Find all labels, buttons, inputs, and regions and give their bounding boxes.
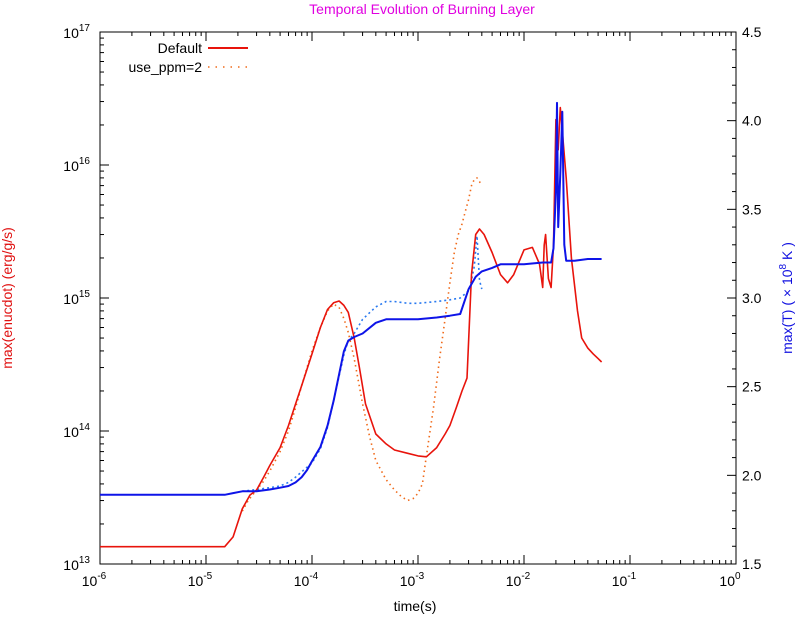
- x-tick-exp: -4: [309, 571, 318, 582]
- y-tick-label: 1017: [63, 23, 90, 41]
- y2-tick-label: 2.0: [742, 467, 762, 483]
- series-temperature-use-ppm-2: [242, 235, 483, 493]
- series-enucdot-use-ppm-2: [241, 177, 483, 512]
- series-enucdot-default: [100, 106, 603, 548]
- y2-axis-label-main: max(T) ( × 10: [779, 269, 795, 354]
- x-tick-label: 10-5: [188, 571, 213, 589]
- y-tick-label: 1015: [63, 289, 90, 307]
- y2-tick-label: 3.5: [742, 201, 762, 217]
- x-tick-label: 10-3: [400, 571, 425, 589]
- y-tick-base: 10: [63, 424, 79, 440]
- y-tick-exp: 13: [79, 555, 91, 566]
- x-tick-label: 10-6: [82, 571, 107, 589]
- y-tick-label: 1014: [63, 422, 90, 440]
- x-tick-label: 100: [719, 571, 741, 589]
- x-tick-exp: -1: [627, 571, 636, 582]
- x-tick-label: 10-1: [612, 571, 637, 589]
- y-tick-label: 1016: [63, 156, 90, 174]
- legend-label-use-ppm-2: use_ppm=2: [128, 59, 202, 75]
- series-temperature-default: [100, 101, 602, 496]
- y2-tick-label: 2.5: [742, 379, 762, 395]
- x-tick-base: 10: [719, 573, 735, 589]
- x-tick-exp: 0: [735, 571, 741, 582]
- y-tick-exp: 14: [79, 422, 91, 433]
- y-tick-label: 1013: [63, 555, 90, 573]
- series-layer: [99, 101, 603, 548]
- legend-label-default: Default: [158, 40, 202, 56]
- y-tick-base: 10: [63, 158, 79, 174]
- chart-title: Temporal Evolution of Burning Layer: [309, 1, 535, 17]
- x-axis-label: time(s): [394, 598, 437, 614]
- y2-tick-label: 4.5: [742, 24, 762, 40]
- axes: 10-6 10-5 10-4 10-3 10-2 10-1 1001013101410151…: [63, 23, 761, 589]
- y2-tick-label: 3.0: [742, 290, 762, 306]
- x-tick-exp: -6: [97, 571, 106, 582]
- x-tick-label: 10-4: [294, 571, 319, 589]
- x-tick-base: 10: [294, 573, 310, 589]
- y-tick-base: 10: [63, 291, 79, 307]
- y2-axis-label: max(T) ( × 108 K ): [778, 242, 795, 354]
- legend: Default use_ppm=2: [128, 40, 248, 75]
- y-axis-label: max(enucdot) (erg/g/s): [0, 227, 15, 369]
- y-tick-exp: 16: [79, 156, 91, 167]
- y-tick-base: 10: [63, 557, 79, 573]
- x-tick-base: 10: [82, 573, 98, 589]
- y2-axis-label-exp: 8: [778, 263, 789, 269]
- y-tick-exp: 17: [79, 23, 91, 34]
- x-tick-exp: -3: [415, 571, 424, 582]
- x-tick-base: 10: [400, 573, 416, 589]
- y2-axis-label-tail: K ): [779, 242, 795, 264]
- y2-tick-label: 1.5: [742, 556, 762, 572]
- plot-frame: [99, 31, 737, 565]
- y-tick-exp: 15: [79, 289, 91, 300]
- x-tick-exp: -5: [203, 571, 212, 582]
- x-tick-base: 10: [188, 573, 204, 589]
- x-tick-base: 10: [612, 573, 628, 589]
- x-tick-label: 10-2: [506, 571, 531, 589]
- x-tick-base: 10: [506, 573, 522, 589]
- y-tick-base: 10: [63, 25, 79, 41]
- x-tick-exp: -2: [521, 571, 530, 582]
- y2-tick-label: 4.0: [742, 113, 762, 129]
